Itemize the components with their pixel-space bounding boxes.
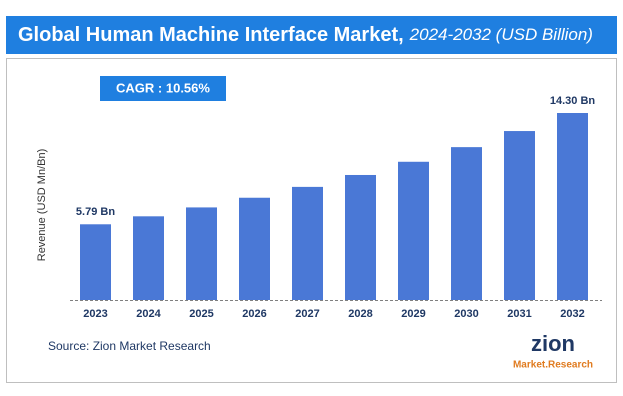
bar [451, 147, 482, 300]
chart-title: Global Human Machine Interface Market, 20… [18, 24, 593, 46]
x-tick-label: 2027 [295, 308, 319, 320]
chart-title-main: Global Human Machine Interface Market, [18, 24, 404, 46]
source: Source: Zion Market Research [48, 339, 211, 353]
bar [504, 131, 535, 300]
value-label: 14.30 Bn [550, 95, 596, 107]
bar [80, 224, 111, 300]
logo-name: zion [531, 331, 575, 356]
x-tick-label: 2029 [401, 308, 425, 320]
x-tick-label: 2023 [83, 308, 107, 320]
title-band [6, 16, 617, 54]
bar [186, 207, 217, 300]
value-label: 5.79 Bn [76, 206, 115, 218]
x-tick-label: 2031 [507, 308, 531, 320]
cagr-label: CAGR : 10.56% [116, 80, 210, 95]
bar [239, 197, 270, 300]
logo-tagline: Market.Research [513, 360, 593, 371]
logo: zion Market.Research [513, 331, 593, 371]
x-tick-label: 2032 [560, 308, 584, 320]
bar [133, 216, 164, 300]
y-axis-label: Revenue (USD Mn/Bn) [36, 149, 48, 262]
chart-subtitle: 2024-2032 (USD Billion) [409, 25, 593, 44]
bar [292, 186, 323, 300]
bar [557, 113, 588, 300]
bar [398, 161, 429, 300]
x-tick-label: 2024 [136, 308, 161, 320]
bar [345, 174, 376, 300]
x-tick-label: 2028 [348, 308, 372, 320]
x-tick-label: 2025 [189, 308, 213, 320]
cagr-box [100, 76, 226, 101]
x-tick-label: 2026 [242, 308, 266, 320]
x-tick-label: 2030 [454, 308, 478, 320]
